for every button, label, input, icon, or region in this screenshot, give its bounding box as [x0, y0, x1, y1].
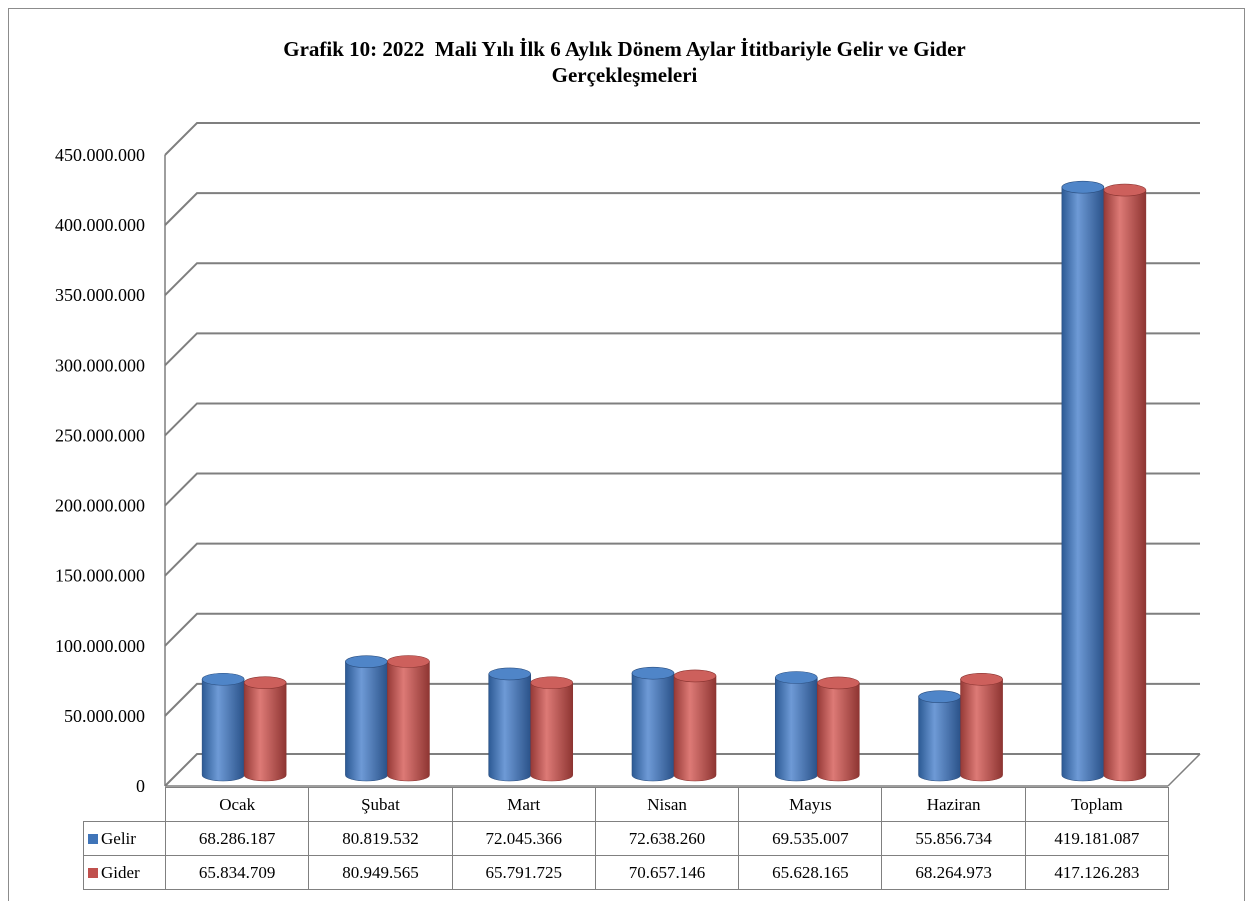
bar-gelir-7 [1061, 180, 1105, 782]
category-label: Nisan [594, 787, 740, 822]
category-label: Mart [451, 787, 596, 822]
chart-title-line-1: Grafik 10: 2022 Mali Yılı İlk 6 Aylık Dö… [283, 37, 966, 61]
data-value-cell: 417.126.283 [1024, 855, 1170, 890]
gridline [164, 402, 1200, 437]
bar-gelir-6 [918, 690, 961, 782]
category-label: Haziran [881, 787, 1026, 822]
data-value-cell: 70.657.146 [594, 855, 740, 890]
data-value-cell: 65.791.725 [451, 855, 596, 890]
table-corner [84, 788, 166, 822]
data-value-cell: 68.264.973 [881, 855, 1026, 890]
data-value-cell: 69.535.007 [738, 821, 883, 856]
gridline [164, 542, 1200, 577]
gridline [164, 682, 1200, 717]
y-tick-label: 350.000.000 [55, 285, 145, 305]
series-row-gider: Gider 65.834.709 80.949.565 65.791.725 70.65… [83, 855, 1170, 890]
gridline [164, 262, 1200, 296]
bar-gelir-4 [631, 666, 675, 782]
data-table: Ocak Şubat Mart Nisan Mayıs Haziran Toplam Gel… [83, 787, 1170, 890]
data-value-cell: 65.834.709 [164, 855, 310, 890]
bar-gider-3 [530, 676, 574, 782]
data-value-cell: 419.181.087 [1024, 821, 1170, 856]
bar-gider-6 [960, 672, 1003, 782]
category-label: Toplam [1024, 787, 1170, 822]
chart-title-line-2: Gerçekleşmeleri [551, 63, 698, 87]
data-value-cell: 65.628.165 [738, 855, 883, 890]
bar-gelir-3 [488, 667, 532, 782]
data-value-cell: 72.045.366 [451, 821, 596, 856]
y-tick-label: 400.000.000 [55, 215, 145, 235]
data-value-cell: 72.638.260 [594, 821, 740, 856]
gridlines [164, 122, 1201, 787]
bar-gelir-2 [345, 655, 388, 782]
bar-gider-5 [816, 676, 860, 782]
data-value-cell: 55.856.734 [881, 821, 1026, 856]
chart-frame [8, 8, 1245, 901]
floor-right-edge [1167, 753, 1201, 787]
series-row-gelir: Gelir 68.286.187 80.819.532 72.045.366 72.63… [83, 821, 1170, 856]
bar-gelir-1 [201, 672, 245, 782]
y-tick-label: 200.000.000 [55, 496, 145, 516]
y-tick-label: 250.000.000 [55, 425, 145, 445]
gridline [164, 472, 1200, 507]
bar-gider-7 [1103, 183, 1147, 782]
legend-gelir: Gelir [83, 821, 166, 856]
gridline [164, 332, 1200, 367]
y-tick-label: 150.000.000 [55, 566, 145, 586]
category-row: Ocak Şubat Mart Nisan Mayıs Haziran Toplam [84, 787, 1170, 822]
category-label: Şubat [308, 787, 453, 822]
y-tick-label: 300.000.000 [55, 355, 145, 375]
data-value-cell: 80.819.532 [308, 821, 453, 856]
bar-gider-4 [673, 669, 717, 782]
data-value-cell: 68.286.187 [164, 821, 310, 856]
bar-gelir-5 [774, 671, 818, 782]
chart-title: Grafik 10: 2022 Mali Yılı İlk 6 Aylık Dö… [0, 36, 1249, 88]
bars [201, 180, 1147, 782]
gridline [164, 192, 1200, 226]
gridline [164, 612, 1200, 647]
bar-gider-1 [243, 676, 287, 782]
y-tick-label: 450.000.000 [55, 145, 145, 165]
y-axis-ticks: 0 50.000.000 100.000.000 150.000.000 200.000… [55, 145, 145, 796]
data-value-cell: 80.949.565 [308, 855, 453, 890]
y-tick-label: 0 [136, 776, 145, 796]
y-tick-label: 50.000.000 [64, 706, 145, 726]
legend-gider: Gider [83, 855, 166, 890]
legend-label: Gelir [101, 828, 136, 848]
legend-swatch [88, 867, 98, 878]
y-tick-label: 100.000.000 [55, 636, 145, 656]
gridline [164, 753, 1200, 787]
category-label: Ocak [164, 787, 310, 822]
legend-swatch [88, 833, 98, 844]
bar-gider-2 [387, 655, 430, 782]
gridline [164, 122, 1200, 156]
category-label: Mayıs [738, 787, 883, 822]
legend-label: Gider [101, 862, 140, 882]
